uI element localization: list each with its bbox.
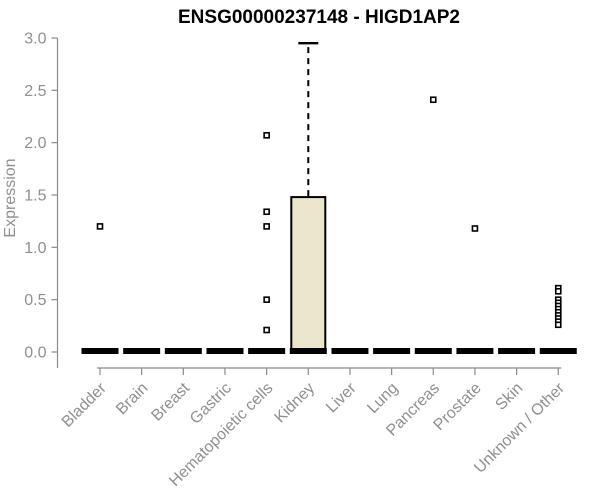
x-tick-label: Lung [364, 380, 401, 417]
x-tick-label: Liver [323, 379, 360, 416]
outlier-point [471, 225, 479, 232]
outlier-point [429, 96, 437, 104]
median-bar [414, 348, 452, 354]
median-bar [498, 348, 536, 354]
outlier-point [554, 321, 562, 329]
chart-title: ENSG00000237148 - HIGD1AP2 [178, 7, 460, 28]
y-tick-label: 1.0 [24, 240, 46, 257]
median-bar [81, 348, 119, 354]
y-tick-label: 0.0 [24, 345, 46, 362]
x-tick-label: Brain [113, 380, 151, 418]
y-tick-label: 2.5 [24, 83, 46, 100]
median-bar [206, 348, 244, 354]
median-bar [456, 348, 494, 354]
x-tick-label: Bladder [59, 379, 110, 430]
x-tick-label: Kidney [272, 380, 319, 427]
box-kidney [290, 196, 327, 353]
x-tick-label: Skin [492, 380, 526, 414]
median-bar [289, 348, 327, 354]
median-bar [164, 348, 202, 354]
outlier-point [263, 132, 270, 139]
median-bar [539, 348, 577, 354]
outlier-point [263, 223, 270, 230]
y-tick-label: 2.0 [24, 135, 46, 152]
y-tick-label: 1.5 [24, 187, 46, 204]
y-tick-label: 3.0 [24, 30, 46, 47]
outlier-point [554, 287, 562, 295]
median-bar [373, 348, 411, 354]
y-axis-title: Expression [2, 158, 19, 237]
x-tick-label: Breast [148, 379, 193, 424]
outlier-point [263, 296, 270, 303]
outlier-point [96, 223, 104, 230]
median-bar [248, 348, 286, 354]
median-bar [123, 348, 161, 354]
y-tick-label: 0.5 [24, 292, 46, 309]
outlier-point [263, 208, 270, 216]
median-bar [331, 348, 369, 354]
outlier-point [263, 326, 270, 334]
